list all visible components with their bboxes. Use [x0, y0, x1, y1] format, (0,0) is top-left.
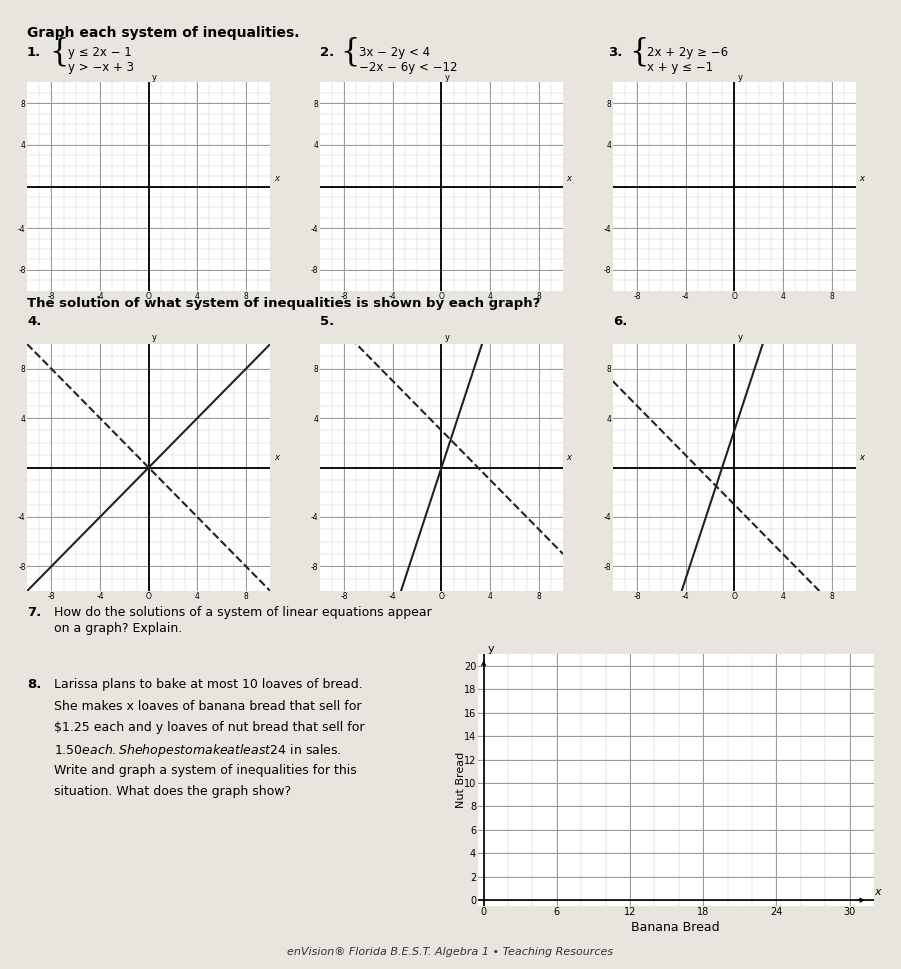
Text: x + y ≤ −1: x + y ≤ −1: [647, 61, 713, 74]
Text: Banana Bread: Banana Bread: [632, 921, 720, 933]
Text: 3x − 2y < 4: 3x − 2y < 4: [359, 46, 430, 58]
Text: 4.: 4.: [27, 315, 41, 328]
Text: −2x − 6y < −12: −2x − 6y < −12: [359, 61, 457, 74]
Text: $1.50 each. She hopes to make at least $24 in sales.: $1.50 each. She hopes to make at least $…: [54, 742, 341, 760]
Text: 7.: 7.: [27, 606, 41, 618]
Text: {: {: [629, 37, 649, 68]
Text: y ≤ 2x − 1: y ≤ 2x − 1: [68, 46, 132, 58]
Text: y: y: [152, 333, 158, 342]
Text: x: x: [567, 453, 572, 462]
Text: x: x: [274, 453, 279, 462]
Text: x: x: [874, 887, 880, 897]
Text: y: y: [445, 333, 450, 342]
Text: 1.: 1.: [27, 46, 41, 58]
Text: $1.25 each and y loaves of nut bread that sell for: $1.25 each and y loaves of nut bread tha…: [54, 721, 365, 734]
Text: y: y: [445, 73, 450, 81]
Text: y: y: [487, 644, 495, 654]
Text: 6.: 6.: [613, 315, 627, 328]
Text: 2.: 2.: [320, 46, 334, 58]
Text: situation. What does the graph show?: situation. What does the graph show?: [54, 785, 291, 797]
Text: {: {: [50, 37, 69, 68]
Text: Write and graph a system of inequalities for this: Write and graph a system of inequalities…: [54, 764, 357, 776]
Text: x: x: [860, 453, 865, 462]
Text: How do the solutions of a system of linear equations appear: How do the solutions of a system of line…: [54, 606, 432, 618]
Text: y > −x + 3: y > −x + 3: [68, 61, 133, 74]
Text: Larissa plans to bake at most 10 loaves of bread.: Larissa plans to bake at most 10 loaves …: [54, 678, 363, 691]
Text: {: {: [341, 37, 360, 68]
Text: 8.: 8.: [27, 678, 41, 691]
Text: y: y: [738, 73, 743, 81]
Text: The solution of what system of inequalities is shown by each graph?: The solution of what system of inequalit…: [27, 297, 541, 310]
Text: on a graph? Explain.: on a graph? Explain.: [54, 622, 182, 635]
Text: 5.: 5.: [320, 315, 334, 328]
Text: y: y: [152, 73, 158, 81]
Text: 2x + 2y ≥ −6: 2x + 2y ≥ −6: [647, 46, 728, 58]
Text: Nut Bread: Nut Bread: [456, 752, 467, 808]
Text: x: x: [860, 173, 865, 183]
Text: Graph each system of inequalities.: Graph each system of inequalities.: [27, 26, 299, 40]
Text: She makes x loaves of banana bread that sell for: She makes x loaves of banana bread that …: [54, 700, 361, 712]
Text: y: y: [738, 333, 743, 342]
Text: 3.: 3.: [608, 46, 623, 58]
Text: enVision® Florida B.E.S.T. Algebra 1 • Teaching Resources: enVision® Florida B.E.S.T. Algebra 1 • T…: [287, 948, 614, 957]
Text: x: x: [274, 173, 279, 183]
Text: x: x: [567, 173, 572, 183]
